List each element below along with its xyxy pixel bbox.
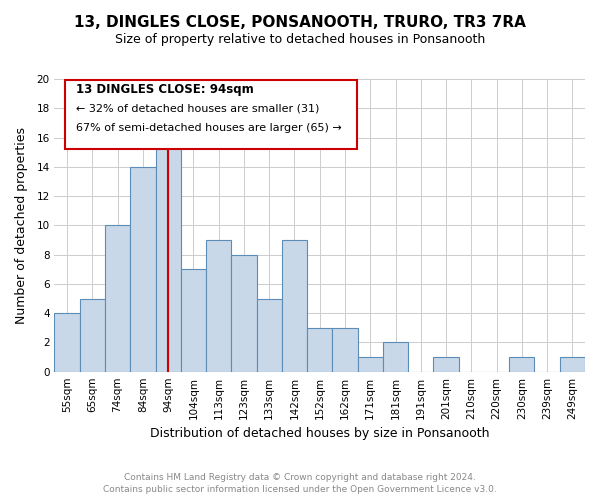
Bar: [282, 240, 307, 372]
Bar: [155, 138, 181, 372]
Text: Contains public sector information licensed under the Open Government Licence v3: Contains public sector information licen…: [103, 485, 497, 494]
Bar: [130, 167, 155, 372]
FancyBboxPatch shape: [65, 80, 357, 149]
Text: ← 32% of detached houses are smaller (31): ← 32% of detached houses are smaller (31…: [76, 103, 319, 113]
Bar: [433, 357, 458, 372]
Y-axis label: Number of detached properties: Number of detached properties: [15, 127, 28, 324]
Bar: [560, 357, 585, 372]
Bar: [509, 357, 535, 372]
X-axis label: Distribution of detached houses by size in Ponsanooth: Distribution of detached houses by size …: [150, 427, 490, 440]
Text: 13, DINGLES CLOSE, PONSANOOTH, TRURO, TR3 7RA: 13, DINGLES CLOSE, PONSANOOTH, TRURO, TR…: [74, 15, 526, 30]
Bar: [332, 328, 358, 372]
Text: Size of property relative to detached houses in Ponsanooth: Size of property relative to detached ho…: [115, 32, 485, 46]
Bar: [307, 328, 332, 372]
Bar: [358, 357, 383, 372]
Text: 67% of semi-detached houses are larger (65) →: 67% of semi-detached houses are larger (…: [76, 122, 341, 132]
Bar: [105, 226, 130, 372]
Text: Contains HM Land Registry data © Crown copyright and database right 2024.: Contains HM Land Registry data © Crown c…: [124, 472, 476, 482]
Bar: [55, 313, 80, 372]
Bar: [181, 269, 206, 372]
Text: 13 DINGLES CLOSE: 94sqm: 13 DINGLES CLOSE: 94sqm: [76, 84, 253, 96]
Bar: [231, 254, 257, 372]
Bar: [383, 342, 408, 372]
Bar: [80, 298, 105, 372]
Bar: [257, 298, 282, 372]
Bar: [206, 240, 231, 372]
